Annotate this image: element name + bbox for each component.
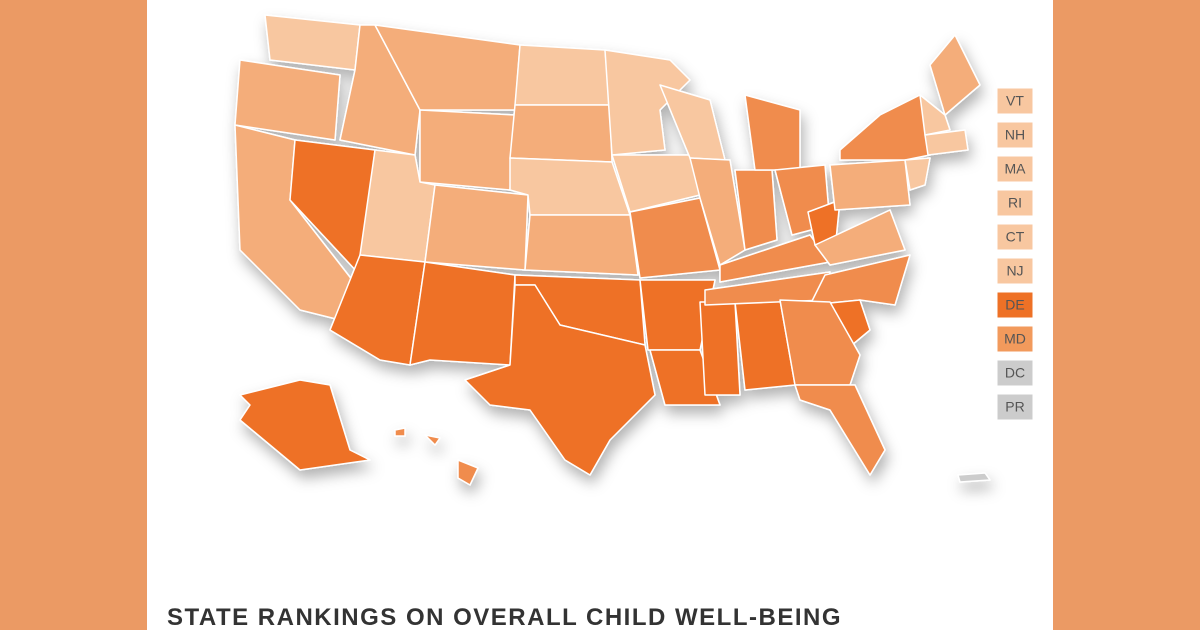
state-label: VT xyxy=(1006,93,1024,109)
state xyxy=(419,109,516,191)
territory xyxy=(957,472,991,483)
state-box xyxy=(996,87,1034,115)
state xyxy=(524,214,639,276)
state-label: MD xyxy=(1004,331,1026,347)
state xyxy=(794,384,886,476)
state-box xyxy=(996,155,1034,183)
state-label: NH xyxy=(1005,127,1025,143)
state xyxy=(779,299,861,386)
state-box xyxy=(996,223,1034,251)
state xyxy=(919,94,951,136)
state xyxy=(457,459,479,486)
state xyxy=(649,349,721,406)
state xyxy=(929,34,981,116)
state-box xyxy=(996,257,1034,285)
state xyxy=(744,94,801,171)
state xyxy=(239,379,371,471)
state-label: MA xyxy=(1005,161,1027,177)
state xyxy=(509,104,613,163)
states xyxy=(234,14,991,486)
state xyxy=(234,59,341,141)
state-box xyxy=(996,393,1034,421)
state xyxy=(829,159,911,211)
state xyxy=(689,157,746,266)
state-box xyxy=(996,121,1034,149)
state xyxy=(659,84,726,161)
state-label: RI xyxy=(1008,195,1022,211)
state xyxy=(424,434,441,446)
state-box xyxy=(996,325,1034,353)
state xyxy=(514,44,611,106)
state-label: PR xyxy=(1005,399,1024,415)
state xyxy=(424,184,529,271)
state xyxy=(464,284,656,476)
state-label: NJ xyxy=(1006,263,1023,279)
state-label: DE xyxy=(1005,297,1024,313)
state xyxy=(904,157,931,191)
state xyxy=(264,14,361,71)
state xyxy=(814,209,906,266)
state-box xyxy=(996,291,1034,319)
state xyxy=(924,129,969,156)
state-label: CT xyxy=(1006,229,1025,245)
state xyxy=(809,254,911,306)
state-box xyxy=(996,189,1034,217)
state xyxy=(394,427,406,437)
state xyxy=(699,301,741,396)
state xyxy=(409,261,516,366)
state xyxy=(839,94,931,161)
state-box xyxy=(996,359,1034,387)
title: STATE RANKINGS ON OVERALL CHILD WELL-BEI… xyxy=(167,604,842,630)
state-label: DC xyxy=(1005,365,1025,381)
